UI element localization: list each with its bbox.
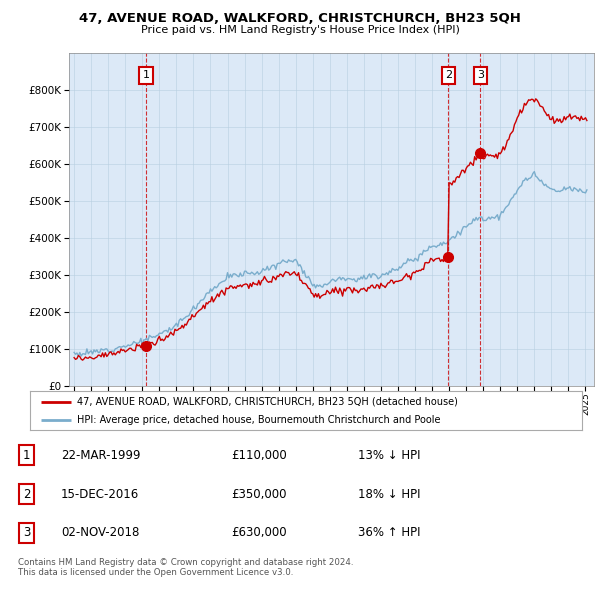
Text: 18% ↓ HPI: 18% ↓ HPI — [358, 487, 420, 501]
Text: £110,000: £110,000 — [231, 449, 287, 462]
Text: £630,000: £630,000 — [231, 526, 287, 539]
Text: 3: 3 — [23, 526, 30, 539]
Text: 13% ↓ HPI: 13% ↓ HPI — [358, 449, 420, 462]
Text: Contains HM Land Registry data © Crown copyright and database right 2024.
This d: Contains HM Land Registry data © Crown c… — [18, 558, 353, 577]
Text: 1: 1 — [23, 449, 30, 462]
Text: 47, AVENUE ROAD, WALKFORD, CHRISTCHURCH, BH23 5QH: 47, AVENUE ROAD, WALKFORD, CHRISTCHURCH,… — [79, 12, 521, 25]
Text: 1: 1 — [143, 70, 149, 80]
Text: 02-NOV-2018: 02-NOV-2018 — [61, 526, 139, 539]
Text: HPI: Average price, detached house, Bournemouth Christchurch and Poole: HPI: Average price, detached house, Bour… — [77, 415, 440, 425]
Text: £350,000: £350,000 — [231, 487, 286, 501]
Text: 22-MAR-1999: 22-MAR-1999 — [61, 449, 140, 462]
Text: 2: 2 — [445, 70, 452, 80]
Text: 3: 3 — [477, 70, 484, 80]
Text: 2: 2 — [23, 487, 30, 501]
Text: Price paid vs. HM Land Registry's House Price Index (HPI): Price paid vs. HM Land Registry's House … — [140, 25, 460, 35]
Text: 47, AVENUE ROAD, WALKFORD, CHRISTCHURCH, BH23 5QH (detached house): 47, AVENUE ROAD, WALKFORD, CHRISTCHURCH,… — [77, 396, 458, 407]
Text: 36% ↑ HPI: 36% ↑ HPI — [358, 526, 420, 539]
Text: 15-DEC-2016: 15-DEC-2016 — [61, 487, 139, 501]
